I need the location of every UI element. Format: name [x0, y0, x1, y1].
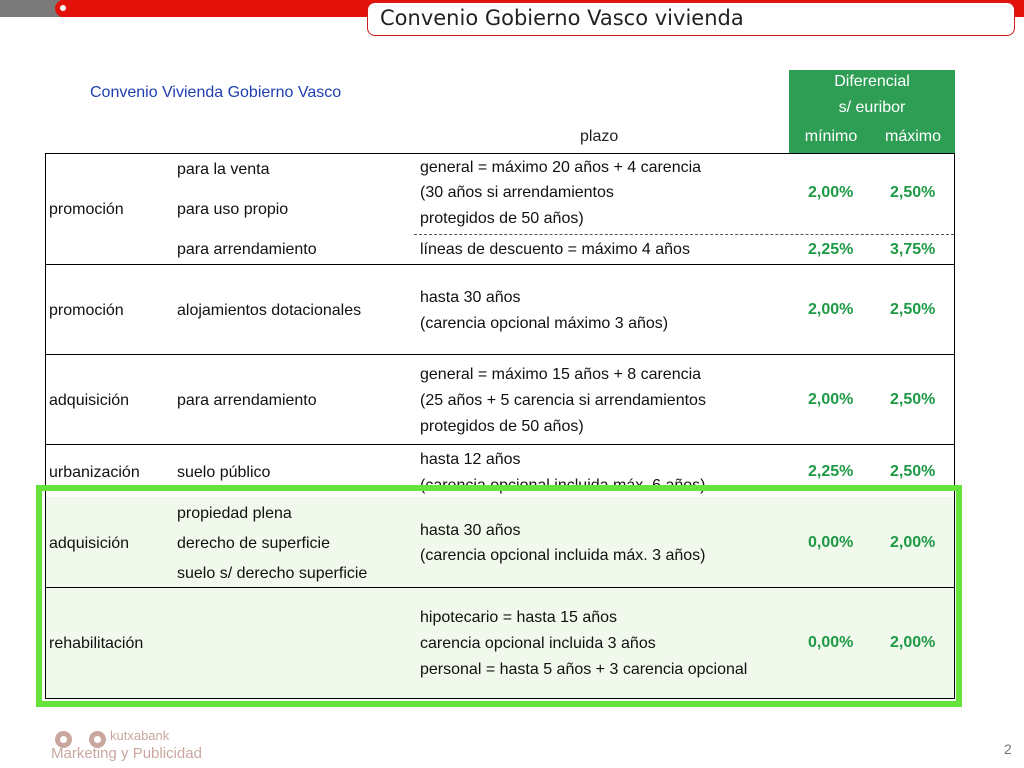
- table-title: Convenio Vivienda Gobierno Vasco: [90, 84, 342, 101]
- row1-minimo: 2,00%: [808, 184, 854, 201]
- row4-plazo-line: hasta 12 años: [420, 451, 521, 468]
- row5-item: suelo s/ derecho superficie: [177, 565, 368, 582]
- row6-plazo-line: personal = hasta 5 años + 3 carencia opc…: [420, 661, 748, 678]
- row5-plazo-line: hasta 30 años: [420, 522, 521, 539]
- brand-dot-icon: [55, 0, 72, 17]
- table-border-top: [45, 153, 955, 154]
- row3-plazo-line: protegidos de 50 años): [420, 418, 584, 435]
- maximo-header: máximo: [884, 128, 941, 145]
- row-shade-rehabilitacion: [45, 588, 955, 698]
- row1-plazo-alt: líneas de descuento = máximo 4 años: [420, 241, 690, 258]
- highlight-box: [36, 485, 962, 707]
- row1-minimo-alt: 2,25%: [808, 241, 854, 258]
- row6-concepto: rehabilitación: [49, 635, 144, 652]
- row-divider: [45, 264, 955, 265]
- row2-item: alojamientos dotacionales: [177, 302, 362, 319]
- row2-plazo-line: hasta 30 años: [420, 289, 521, 306]
- logo-o-icon: [89, 731, 106, 748]
- row-divider: [45, 444, 955, 445]
- row5-minimo: 0,00%: [808, 534, 854, 551]
- row6-maximo: 2,00%: [890, 634, 936, 651]
- row1-plazo-line: (30 años si arrendamientos: [420, 184, 614, 201]
- row1-item: para la venta: [177, 161, 270, 178]
- slide-title: Convenio Gobierno Vasco vivienda: [367, 2, 1015, 36]
- row-divider: [45, 354, 955, 355]
- diferencial-header-line1: Diferencial: [834, 73, 910, 90]
- page-number: 2: [1004, 741, 1012, 757]
- row5-maximo: 2,00%: [890, 534, 936, 551]
- row6-plazo-line: hipotecario = hasta 15 años: [420, 609, 618, 626]
- diferencial-header: [789, 70, 955, 153]
- row2-maximo: 2,50%: [890, 301, 936, 318]
- footer-brand: kutxabank: [110, 728, 170, 743]
- table-border-bottom: [45, 698, 955, 699]
- row3-minimo: 2,00%: [808, 391, 854, 408]
- row-shade-adquisicion: [45, 497, 955, 587]
- row1-concepto: promoción: [49, 201, 124, 218]
- row4-concepto: urbanización: [49, 464, 140, 481]
- row-divider: [45, 587, 955, 588]
- row3-item: para arrendamiento: [177, 392, 317, 409]
- row1-maximo-alt: 3,75%: [890, 241, 936, 258]
- row5-item: propiedad plena: [177, 505, 292, 522]
- row4-maximo: 2,50%: [890, 463, 936, 480]
- row1-item: para uso propio: [177, 201, 289, 218]
- row6-minimo: 0,00%: [808, 634, 854, 651]
- row1-plazo-line: general = máximo 20 años + 4 carencia: [420, 159, 702, 176]
- table-border-right: [954, 153, 955, 698]
- row5-concepto: adquisición: [49, 535, 130, 552]
- row4-minimo: 2,25%: [808, 463, 854, 480]
- top-bar-grey: [0, 0, 60, 17]
- logo-o-icon: [55, 731, 72, 748]
- row5-item: derecho de superficie: [177, 535, 330, 552]
- row1-plazo-line: protegidos de 50 años): [420, 210, 584, 227]
- row1-maximo: 2,50%: [890, 184, 936, 201]
- row6-plazo-line: carencia opcional incluida 3 años: [420, 635, 656, 652]
- row2-plazo-line: (carencia opcional máximo 3 años): [420, 315, 669, 332]
- footer-department: Marketing y Publicidad: [51, 745, 202, 762]
- row3-maximo: 2,50%: [890, 391, 936, 408]
- row2-concepto: promoción: [49, 302, 124, 319]
- plazo-header: plazo: [580, 128, 619, 145]
- dashed-divider: [414, 234, 954, 235]
- minimo-header: mínimo: [804, 128, 858, 145]
- row4-item: suelo público: [177, 464, 271, 481]
- row3-concepto: adquisición: [49, 392, 130, 409]
- table-border-left: [45, 153, 46, 698]
- row3-plazo-line: (25 años + 5 carencia si arrendamientos: [420, 392, 706, 409]
- diferencial-header-line2: s/ euribor: [838, 99, 906, 116]
- row1-item: para arrendamiento: [177, 241, 317, 258]
- row3-plazo-line: general = máximo 15 años + 8 carencia: [420, 366, 702, 383]
- row5-plazo-line: (carencia opcional incluida máx. 3 años): [420, 547, 706, 564]
- row2-minimo: 2,00%: [808, 301, 854, 318]
